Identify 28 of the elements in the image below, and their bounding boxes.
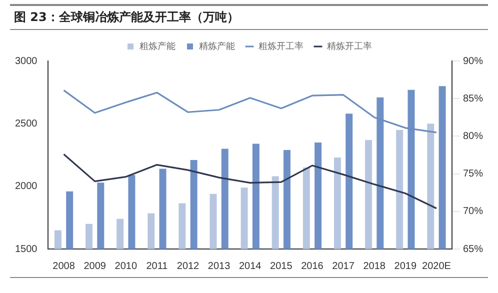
legend-label: 精炼开工率 (327, 40, 372, 52)
x-tick-label: 2010 (114, 260, 138, 272)
x-tick-label: 2019 (394, 260, 417, 272)
x-tick-label: 2016 (301, 260, 324, 272)
y2-tick-label: 65% (462, 244, 484, 255)
x-tick-label: 2020E (422, 260, 452, 272)
legend-label: 粗炼开工率 (258, 40, 304, 52)
x-tick-label: 2009 (84, 260, 106, 272)
y-tick-label: 3000 (14, 56, 38, 67)
x-tick-label: 2017 (332, 260, 355, 272)
y-tick-label: 2500 (14, 118, 38, 130)
chart-title: 图 23：全球铜冶炼产能及开工率（万吨） (10, 4, 488, 30)
y-tick-label: 2000 (14, 181, 38, 192)
y2-tick-label: 90% (462, 56, 484, 67)
legend-label: 粗炼产能 (140, 40, 176, 52)
y2-tick-label: 75% (462, 168, 484, 180)
y-tick-label: 1500 (14, 244, 38, 255)
x-tick-label: 2015 (270, 260, 293, 272)
x-tick-label: 2011 (146, 260, 168, 272)
x-tick-label: 2008 (52, 260, 76, 272)
y2-tick-label: 70% (462, 206, 484, 218)
x-tick-label: 2018 (363, 260, 386, 272)
y2-tick-label: 80% (462, 130, 484, 142)
x-tick-label: 2012 (176, 260, 200, 272)
x-tick-label: 2014 (238, 260, 262, 272)
legend-label: 精炼产能 (199, 40, 235, 52)
y2-tick-label: 85% (462, 93, 484, 104)
x-tick-label: 2013 (208, 260, 231, 272)
